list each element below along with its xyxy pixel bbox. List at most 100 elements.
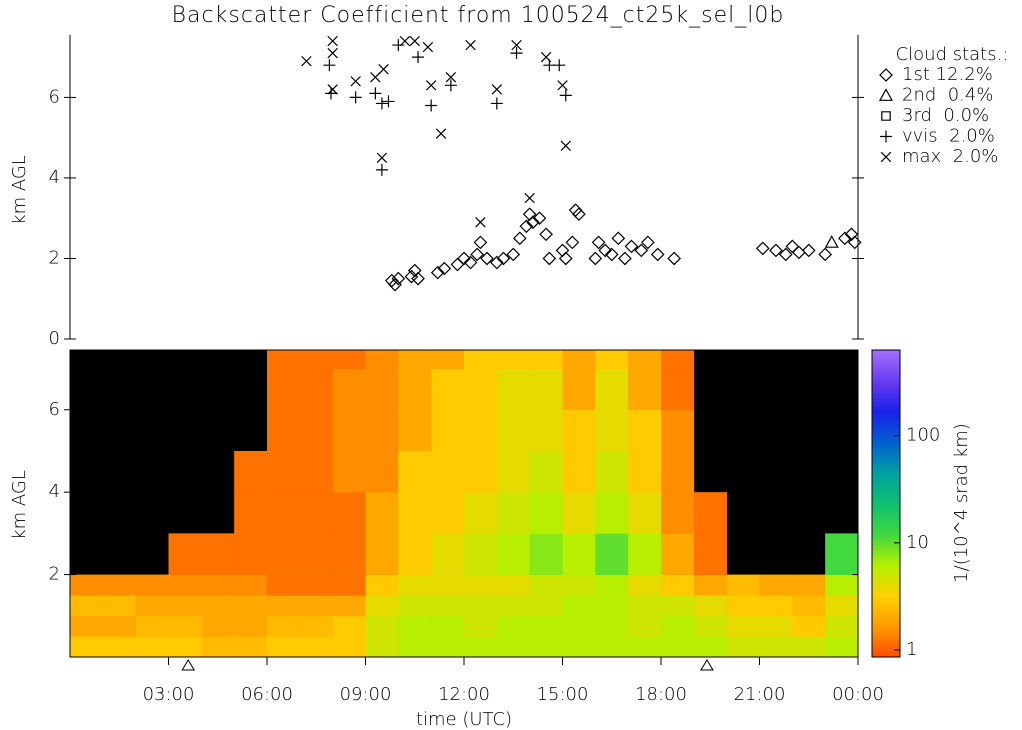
colorbar-segment [872,511,900,515]
heatmap-cell [628,368,662,411]
heatmap-cell [464,368,498,411]
heatmap-cell [693,595,727,617]
legend-label: 2nd 0.4% [902,85,993,106]
colorbar-segment [872,516,900,520]
heatmap-cell [693,492,727,534]
colorbar-segment [872,506,900,510]
marker [778,247,793,262]
x-tick-label: 15:00 [537,684,589,705]
heatmap-cell [365,636,399,658]
marker [624,239,639,254]
heatmap-cell [562,492,596,534]
heatmap-cell [529,368,563,411]
legend-symbol [880,130,892,143]
x-tick-label: 03:00 [143,684,195,705]
colorbar-segment [872,421,900,425]
heatmap-cell [332,533,366,575]
colorbar-segment [872,616,900,620]
heatmap-cell [70,636,104,658]
colorbar-segment [872,401,900,405]
heatmap-cell [135,636,169,658]
heatmap-cell [628,636,662,658]
colorbar-segment [872,431,900,435]
heatmap-cell [496,574,530,596]
colorbar-segment [872,454,900,458]
marker [375,163,388,176]
colorbar-segment [872,365,900,369]
heatmap-cell [70,595,104,617]
colorbar-segment [872,590,900,594]
heatmap-cell [595,450,629,493]
heatmap-cell [464,450,498,493]
heatmap-cell [628,350,662,369]
heatmap-cell [168,574,202,596]
colorbar-segment [872,646,900,650]
marker [465,39,476,51]
marker [425,99,438,112]
heatmap-cell [398,615,432,637]
heatmap-cell [332,615,366,637]
heatmap-cell [267,615,301,637]
heatmap-cell [464,409,498,452]
heatmap-cell [431,492,465,534]
heatmap-cell [299,350,333,369]
marker [445,72,457,83]
heatmap-cell [562,533,596,575]
heatmap-cell [562,574,596,596]
marker [437,261,452,276]
heatmap-cell [496,615,530,637]
marker [512,231,527,246]
heatmap-cell [398,595,432,617]
heatmap-cell [299,368,333,411]
colorbar-segment [872,580,900,584]
marker [327,84,338,95]
heatmap-cell [431,409,465,452]
heatmap-cell [332,574,366,596]
colorbar-segment [872,470,900,474]
marker [491,84,503,95]
heatmap-cell [661,615,695,637]
marker [818,247,833,262]
heatmap-cell [431,615,465,637]
heatmap-cell [661,450,695,493]
y-tick-label: 2 [49,247,60,268]
heatmap-cell [102,595,136,617]
heatmap-cell [135,574,169,596]
heatmap-cell [496,492,530,534]
heatmap-cell [234,595,268,617]
heatmap-cell [431,368,465,411]
colorbar-segment [872,523,900,528]
colorbar-segment [872,352,900,356]
marker [641,235,655,250]
marker [496,251,511,266]
marker [473,235,488,250]
heatmap-cell [299,574,333,596]
colorbar-segment [872,350,900,354]
marker [588,251,603,266]
marker [847,235,862,250]
marker [792,245,806,260]
heatmap-cell [267,492,301,534]
heatmap-cell [365,492,399,534]
heatmap-cell [693,615,727,637]
colorbar-segment [872,557,900,561]
colorbar-segment [872,626,900,630]
colorbar-segment [872,598,900,602]
heatmap-cell [299,492,333,534]
heatmap-cell [70,574,104,596]
heatmap-cell [595,409,629,452]
heatmap-cell [759,595,793,617]
marker [350,76,361,87]
heatmap-cell [825,574,859,596]
marker [650,247,665,262]
heatmap-cell [661,492,695,534]
colorbar-segment [872,360,900,364]
heatmap-cell [628,615,662,637]
colorbar-segment [872,575,900,579]
y-tick-label: 4 [49,481,60,502]
marker [480,251,494,266]
colorbar-segment [872,490,900,494]
heatmap-cell [267,574,301,596]
heatmap-cell [661,409,695,452]
colorbar-segment [872,477,900,481]
